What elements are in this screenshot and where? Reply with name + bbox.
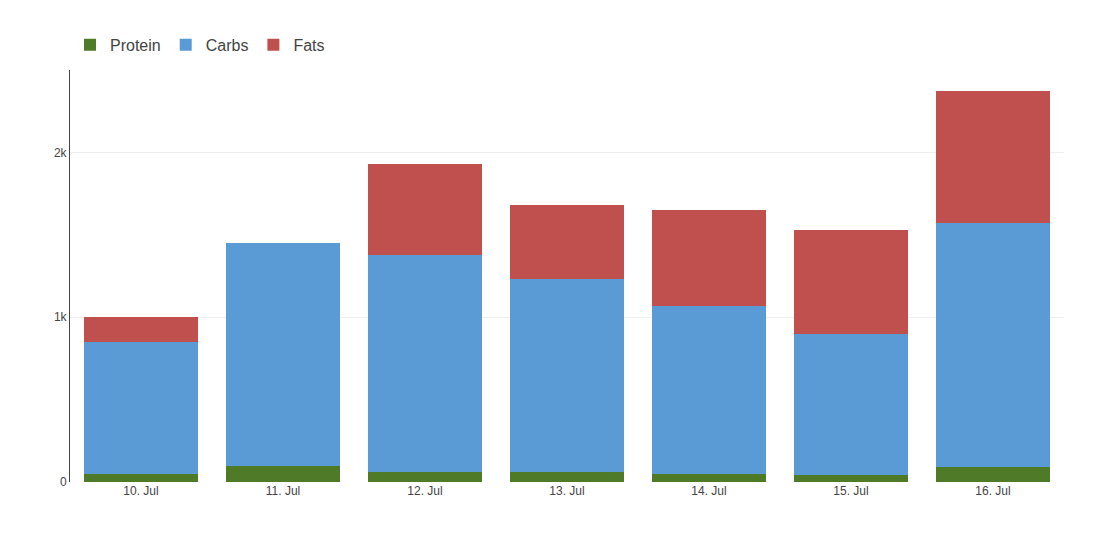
svg-text:16. Jul: 16. Jul (975, 484, 1010, 498)
svg-text:0: 0 (60, 475, 67, 489)
svg-text:10. Jul: 10. Jul (123, 484, 158, 498)
svg-text:Protein: Protein (110, 37, 161, 54)
svg-text:1k: 1k (54, 310, 68, 324)
svg-text:15. Jul: 15. Jul (833, 484, 868, 498)
svg-text:14. Jul: 14. Jul (691, 484, 726, 498)
svg-text:2k: 2k (54, 146, 68, 160)
svg-text:13. Jul: 13. Jul (549, 484, 584, 498)
svg-text:12. Jul: 12. Jul (407, 484, 442, 498)
svg-text:Fats: Fats (293, 37, 324, 54)
svg-text:Carbs: Carbs (206, 37, 249, 54)
svg-text:11. Jul: 11. Jul (266, 484, 300, 498)
